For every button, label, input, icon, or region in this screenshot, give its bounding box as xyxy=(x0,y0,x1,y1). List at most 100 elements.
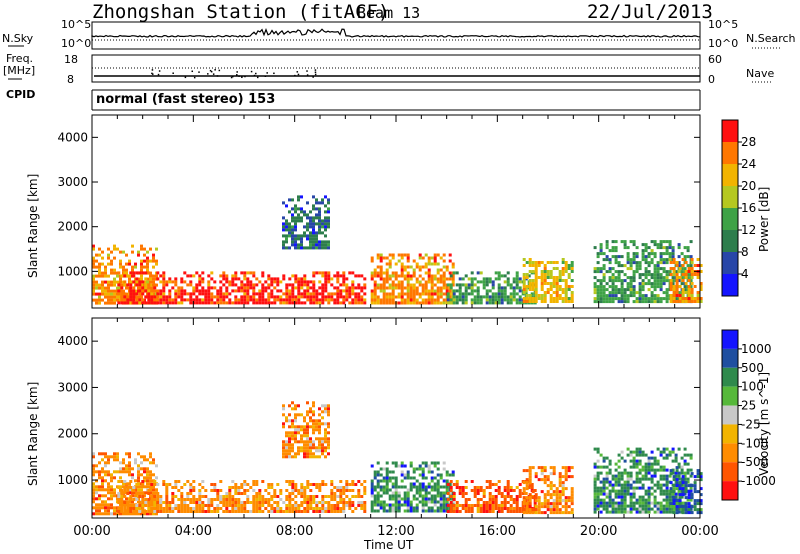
range-gate-cell xyxy=(421,298,425,302)
range-gate-cell xyxy=(312,298,316,302)
range-gate-cell xyxy=(273,298,277,302)
range-gate-cell xyxy=(231,277,235,281)
range-gate-cell xyxy=(123,274,127,278)
range-gate-cell xyxy=(665,468,669,472)
range-gate-cell xyxy=(92,265,95,269)
range-gate-cell xyxy=(125,482,128,486)
range-gate-cell xyxy=(132,298,136,302)
range-gate-cell xyxy=(360,495,364,498)
range-gate-cell xyxy=(126,510,130,513)
range-gate-cell xyxy=(177,301,181,305)
range-gate-cell xyxy=(540,273,544,276)
range-gate-cell xyxy=(617,459,621,463)
range-gate-cell xyxy=(696,502,700,506)
range-gate-cell xyxy=(656,480,660,484)
range-gate-cell xyxy=(140,244,143,248)
range-gate-cell xyxy=(309,301,313,305)
range-gate-cell xyxy=(644,468,648,472)
range-gate-cell xyxy=(659,474,663,478)
range-gate-cell xyxy=(650,486,654,490)
range-gate-cell xyxy=(327,440,330,444)
range-gate-cell xyxy=(376,265,380,269)
range-gate-cell xyxy=(123,501,127,504)
range-gate-cell xyxy=(632,507,636,511)
range-gate-cell xyxy=(620,486,624,490)
range-gate-cell xyxy=(662,258,666,262)
range-gate-cell xyxy=(303,283,307,287)
range-gate-cell xyxy=(409,265,413,269)
range-gate-cell xyxy=(207,274,211,278)
range-gate-cell xyxy=(144,277,148,281)
range-gate-cell xyxy=(303,492,307,495)
range-gate-cell xyxy=(464,283,468,287)
range-gate-cell xyxy=(113,494,116,498)
range-gate-cell xyxy=(522,285,526,288)
range-gate-cell xyxy=(675,466,679,470)
range-gate-cell xyxy=(445,286,449,290)
range-gate-cell xyxy=(330,298,334,302)
range-gate-cell xyxy=(135,492,139,495)
range-gate-cell xyxy=(665,447,669,451)
range-gate-cell xyxy=(602,492,606,496)
range-gate-cell xyxy=(446,301,450,305)
range-gate-cell xyxy=(107,289,110,293)
range-gate-cell xyxy=(681,505,685,509)
range-gate-cell xyxy=(684,261,688,264)
range-gate-cell xyxy=(436,506,440,510)
range-gate-cell xyxy=(134,485,137,489)
range-gate-cell xyxy=(689,474,693,478)
range-gate-cell xyxy=(207,510,211,513)
range-gate-cell xyxy=(500,274,504,278)
range-gate-cell xyxy=(152,256,155,260)
range-gate-cell xyxy=(370,274,374,278)
range-gate-cell xyxy=(234,301,238,305)
range-gate-cell xyxy=(141,271,145,275)
range-gate-cell xyxy=(485,504,489,507)
range-gate-cell xyxy=(285,419,288,423)
range-gate-cell xyxy=(141,301,145,305)
range-gate-cell xyxy=(92,497,95,501)
range-gate-cell xyxy=(442,259,446,263)
range-gate-cell xyxy=(683,255,687,259)
range-gate-cell xyxy=(213,507,217,510)
range-gate-cell xyxy=(363,489,367,492)
range-gate-cell xyxy=(512,507,516,510)
range-gate-cell xyxy=(638,291,642,295)
range-gate-cell xyxy=(126,298,130,302)
range-gate-cell xyxy=(252,292,256,296)
range-gate-cell xyxy=(318,201,321,205)
range-gate-cell xyxy=(678,294,682,297)
range-gate-cell xyxy=(152,461,155,465)
range-gate-cell xyxy=(602,486,606,490)
range-gate-cell xyxy=(614,480,618,484)
velocity-colorbar-segment xyxy=(722,443,738,463)
range-gate-cell xyxy=(696,511,700,515)
range-gate-cell xyxy=(113,476,116,480)
range-gate-cell xyxy=(506,280,510,284)
range-gate-cell xyxy=(363,301,367,305)
range-gate-cell xyxy=(327,207,330,211)
range-gate-cell xyxy=(240,492,244,495)
range-gate-cell xyxy=(318,407,321,411)
range-gate-cell xyxy=(128,464,131,468)
range-gate-cell xyxy=(360,289,364,293)
range-gate-cell xyxy=(228,501,232,504)
range-gate-cell xyxy=(315,483,319,486)
range-gate-cell xyxy=(303,452,306,456)
range-gate-cell xyxy=(385,482,389,486)
range-gate-cell xyxy=(629,474,633,478)
range-gate-cell xyxy=(258,292,262,296)
range-gate-cell xyxy=(183,507,187,510)
range-gate-cell xyxy=(406,491,410,495)
range-gate-cell xyxy=(599,282,603,286)
range-gate-cell xyxy=(608,261,612,265)
range-gate-cell xyxy=(449,301,453,305)
range-gate-cell xyxy=(671,276,675,280)
range-gate-cell xyxy=(201,480,205,483)
range-gate-cell xyxy=(681,297,685,300)
range-gate-cell xyxy=(479,486,483,489)
range-gate-cell xyxy=(225,510,229,513)
range-gate-cell xyxy=(282,501,286,504)
range-gate-cell xyxy=(503,498,507,501)
range-gate-cell xyxy=(315,201,318,205)
